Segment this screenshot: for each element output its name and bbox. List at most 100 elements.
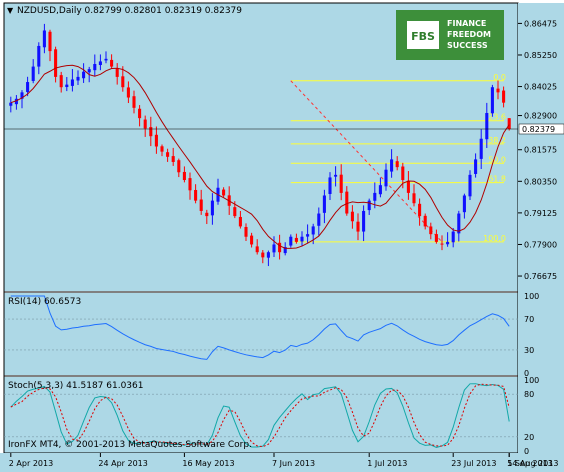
candle-body xyxy=(350,211,354,222)
candle-body xyxy=(233,207,237,217)
price-axis-label: 0.76675 xyxy=(524,272,557,281)
candle-body xyxy=(289,236,293,246)
candle-body xyxy=(334,174,338,177)
moving-average-line xyxy=(10,64,510,249)
candle-body xyxy=(104,58,108,61)
candle-body xyxy=(261,252,265,258)
candle-body xyxy=(26,82,30,93)
candle-body xyxy=(126,87,130,98)
moving-average xyxy=(10,64,510,249)
candle-body xyxy=(429,226,433,235)
candle-body xyxy=(278,242,282,253)
fib-level-label: 38.2 xyxy=(488,136,506,145)
rsi-axis-label: 0 xyxy=(524,369,529,378)
candle-body xyxy=(283,247,287,254)
candle-body xyxy=(154,134,158,147)
candle-body xyxy=(502,90,506,103)
logo-mark xyxy=(407,21,439,49)
candle-body xyxy=(255,246,259,253)
price-axis-label: 0.79125 xyxy=(524,209,557,218)
time-axis-label: 7 Jun 2013 xyxy=(272,459,315,468)
price-axis-label: 0.85250 xyxy=(524,51,557,60)
candle-body xyxy=(474,159,478,174)
candle-body xyxy=(434,234,438,242)
stoch-title: Stoch(5,3,3) 41.5187 61.0361 xyxy=(8,381,143,391)
rsi-pane-background xyxy=(4,293,518,375)
candle-body xyxy=(345,191,349,214)
fbs-logo: FBS FINANCE FREEDOM SUCCESS xyxy=(396,10,504,60)
candle-body xyxy=(238,216,242,227)
price-axis-label: 0.82900 xyxy=(524,112,557,121)
rsi-axis-label: 30 xyxy=(524,346,534,355)
candle-body xyxy=(468,174,472,197)
candle-body xyxy=(306,234,310,237)
candle-body xyxy=(149,127,153,137)
candle-body xyxy=(339,174,343,193)
candle-body xyxy=(507,118,511,129)
current-price-tag xyxy=(518,123,564,135)
time-axis-label: 23 Jul 2013 xyxy=(451,459,496,468)
candle-body xyxy=(317,213,321,226)
candle-body xyxy=(395,161,399,168)
time-axis-label: 24 Apr 2013 xyxy=(98,459,147,468)
fib-level-label: 100.0 xyxy=(483,234,506,243)
candle-body xyxy=(362,210,366,232)
candle-body xyxy=(322,195,326,213)
candle-body xyxy=(440,243,444,245)
candle-body xyxy=(401,166,405,181)
logo-line-2: FREEDOM xyxy=(447,30,491,39)
time-axis-label: 14 Aug 2013 xyxy=(507,459,558,468)
candle-body xyxy=(143,119,147,129)
candle-body xyxy=(222,189,226,196)
candle-body xyxy=(378,185,382,195)
candle-body xyxy=(82,71,86,79)
candle-body xyxy=(266,252,270,258)
candle-body xyxy=(54,49,58,77)
candle-body xyxy=(110,59,114,67)
candle-body xyxy=(418,203,422,217)
candle-body xyxy=(115,68,119,77)
stoch-signal-line xyxy=(10,383,510,448)
candle-body xyxy=(485,112,489,140)
candle-body xyxy=(446,241,450,245)
candle-body xyxy=(490,87,494,114)
candle-body xyxy=(177,160,181,173)
candle-body xyxy=(188,178,192,191)
candle-body xyxy=(70,79,74,86)
candle-body xyxy=(20,92,24,99)
price-axis-label: 0.81575 xyxy=(524,146,557,155)
stoch-axis-label: 0 xyxy=(524,447,529,456)
candle-body xyxy=(42,30,46,48)
time-axis-label: 2 Apr 2013 xyxy=(9,459,53,468)
candle-body xyxy=(367,200,371,211)
collapse-triangle-icon[interactable]: ▼ xyxy=(7,6,14,15)
candle-body xyxy=(14,98,18,105)
fib-level-label: 61.8 xyxy=(488,175,506,184)
rsi-axis-label: 100 xyxy=(524,292,539,301)
candle-body xyxy=(37,45,41,67)
time-axis-background xyxy=(0,453,564,472)
time-axis-label: 5 Sep 2013 xyxy=(507,459,553,468)
rsi-line xyxy=(10,295,510,360)
copyright-text: IronFX MT4, © 2001-2013 MetaQuotes Softw… xyxy=(8,440,252,450)
candle-body xyxy=(132,96,136,108)
time-axis-label: 1 Jul 2013 xyxy=(367,459,407,468)
fib-trend-line xyxy=(290,80,443,243)
stoch-pane-background xyxy=(4,377,518,453)
candle-body xyxy=(121,76,125,88)
price-axis-label: 0.84025 xyxy=(524,83,557,92)
candle-body xyxy=(423,215,427,227)
candle-body xyxy=(406,180,410,193)
fib-level-label: 23.6 xyxy=(488,113,506,122)
candle-body xyxy=(182,171,186,181)
price-axis-label: 0.77900 xyxy=(524,240,557,249)
candle-body xyxy=(171,156,175,162)
candle-body xyxy=(457,213,461,234)
candle-body xyxy=(48,31,52,52)
stoch-axis-label: 20 xyxy=(524,433,534,442)
candlesticks xyxy=(9,23,511,267)
candle-body xyxy=(356,221,360,232)
candle-body xyxy=(210,200,214,216)
candle-body xyxy=(328,177,332,194)
